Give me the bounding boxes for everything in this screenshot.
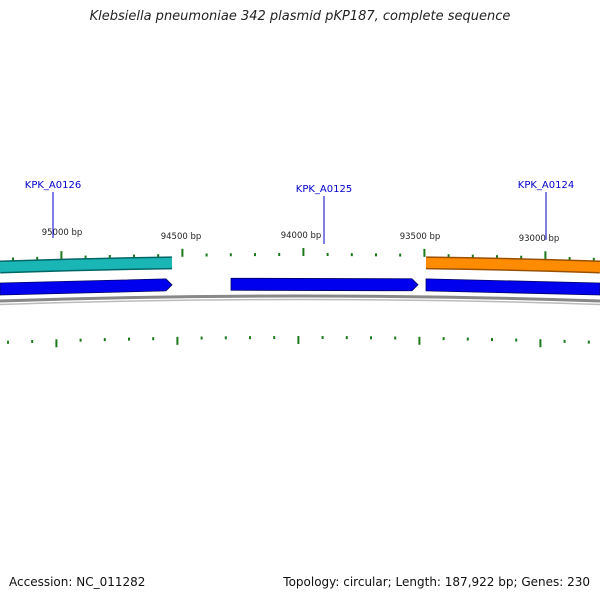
gene-features [0, 256, 600, 296]
gene-labels: KPK_A0126 KPK_A0125 KPK_A0124 [25, 180, 574, 244]
gene-block-fill [0, 257, 173, 272]
gene-label: KPK_A0125 [296, 184, 352, 195]
gene-arrow [425, 278, 600, 296]
scale-label: 93000 bp [519, 234, 560, 244]
summary-text: Topology: circular; Length: 187,922 bp; … [283, 575, 590, 589]
scale-ticks-inner [7, 336, 590, 348]
gene-block-fill [425, 257, 600, 272]
backbone-line [0, 294, 600, 303]
gene-label: KPK_A0126 [25, 180, 81, 191]
backbone-ring [0, 294, 600, 306]
backbone-shadow [0, 298, 600, 306]
scale-label: 95000 bp [42, 228, 83, 238]
gene-arrow [230, 277, 419, 292]
scale-label: 94500 bp [161, 232, 202, 242]
map-title: Klebsiella pneumoniae 342 plasmid pKP187… [89, 9, 511, 24]
scale-label: 93500 bp [400, 232, 441, 242]
scale-label: 94000 bp [281, 231, 322, 241]
accession-text: Accession: NC_011282 [9, 575, 146, 589]
gene-arrow [0, 278, 173, 296]
gene-label: KPK_A0124 [518, 180, 574, 191]
scale-ticks-outer [12, 248, 595, 261]
scale-labels: 95000 bp 94500 bp 94000 bp 93500 bp 93000 bp [42, 228, 560, 244]
